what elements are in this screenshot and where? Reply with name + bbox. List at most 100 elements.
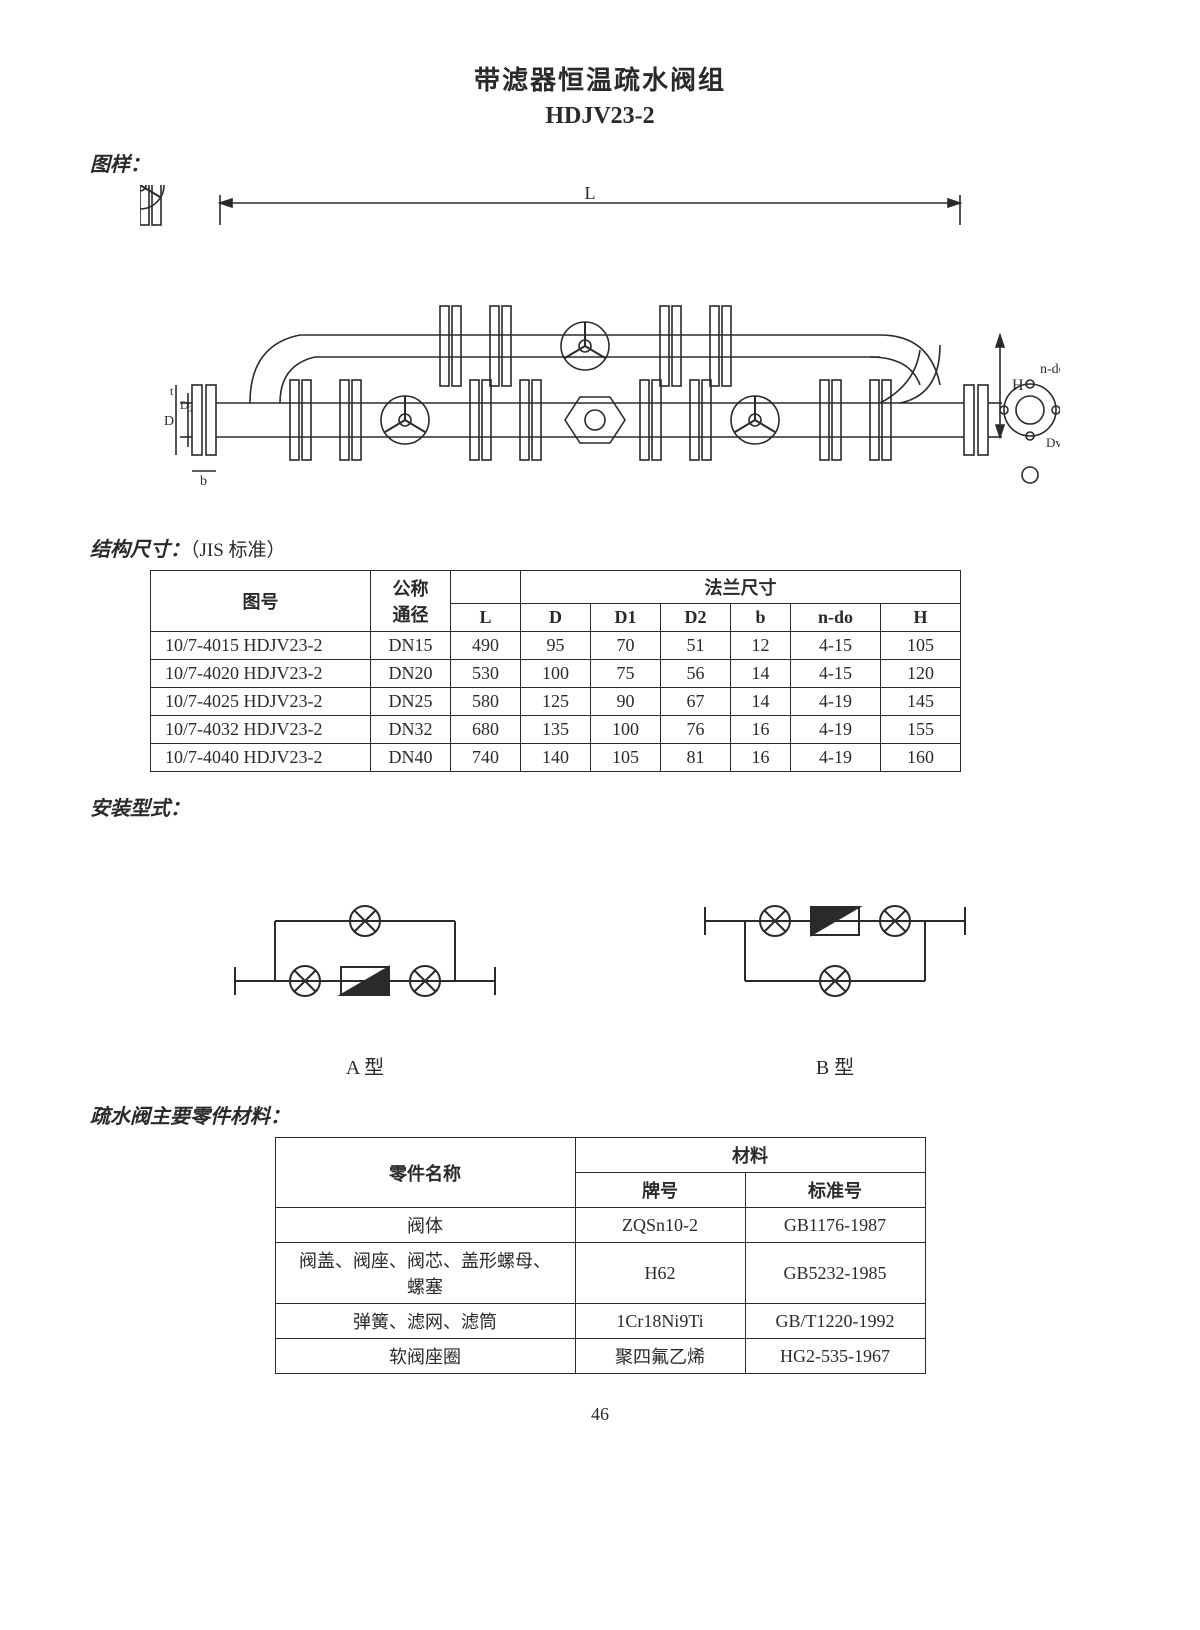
th-D: D (521, 604, 591, 632)
cell-H: 120 (881, 660, 961, 688)
cell-b: 14 (731, 660, 791, 688)
dims-note: （JIS 标准） (190, 540, 286, 561)
table-row: 10/7-4015 HDJV23-2DN15490957051124-15105 (151, 632, 961, 660)
table-row: 阀盖、阀座、阀芯、盖形螺母、螺塞H62GB5232-1985 (275, 1243, 925, 1304)
cell-D2: 81 (661, 744, 731, 772)
cell-nom: DN25 (371, 688, 451, 716)
cell-D2: 76 (661, 716, 731, 744)
cell-H: 155 (881, 716, 961, 744)
cell-nom: DN15 (371, 632, 451, 660)
cell-part: 弹簧、滤网、滤筒 (275, 1304, 575, 1339)
cell-D1: 100 (591, 716, 661, 744)
install-a-label: A 型 (215, 1051, 515, 1080)
mth-std: 标准号 (745, 1173, 925, 1208)
cell-D1: 70 (591, 632, 661, 660)
th-L: L (451, 604, 521, 632)
cell-fig: 10/7-4025 HDJV23-2 (151, 688, 371, 716)
cell-D: 135 (521, 716, 591, 744)
title-main: 带滤器恒温疏水阀组 (90, 60, 1110, 97)
cell-L: 490 (451, 632, 521, 660)
cell-L: 530 (451, 660, 521, 688)
cell-b: 16 (731, 744, 791, 772)
title-sub: HDJV23-2 (90, 103, 1110, 130)
cell-grade: 聚四氟乙烯 (575, 1339, 745, 1374)
cell-D: 100 (521, 660, 591, 688)
th-nominal: 公称 通径 (371, 571, 451, 632)
cell-D2: 67 (661, 688, 731, 716)
section-materials-label: 疏水阀主要零件材料： (90, 1100, 1110, 1129)
th-ndo: n-do (791, 604, 881, 632)
dimensions-table: 图号 公称 通径 法兰尺寸 L D D1 D2 b n-do H 10/7-40… (150, 570, 961, 772)
install-b-label: B 型 (685, 1051, 985, 1080)
svg-text:D₂: D₂ (180, 398, 193, 412)
cell-b: 16 (731, 716, 791, 744)
th-D2: D2 (661, 604, 731, 632)
page-number: 46 (90, 1404, 1110, 1425)
cell-ndo: 4-15 (791, 660, 881, 688)
table-row: 软阀座圈聚四氟乙烯HG2-535-1967 (275, 1339, 925, 1374)
install-diagrams: A 型 B 型 (130, 881, 1070, 1080)
cell-L: 580 (451, 688, 521, 716)
cell-fig: 10/7-4015 HDJV23-2 (151, 632, 371, 660)
cell-H: 105 (881, 632, 961, 660)
table-row: 10/7-4032 HDJV23-2DN3268013510076164-191… (151, 716, 961, 744)
cell-fig: 10/7-4020 HDJV23-2 (151, 660, 371, 688)
section-install-label: 安装型式： (90, 792, 1110, 821)
cell-std: GB5232-1985 (745, 1243, 925, 1304)
table-row: 弹簧、滤网、滤筒1Cr18Ni9TiGB/T1220-1992 (275, 1304, 925, 1339)
cell-nom: DN20 (371, 660, 451, 688)
cell-std: GB1176-1987 (745, 1208, 925, 1243)
svg-text:b: b (200, 474, 207, 489)
section-dims-label: 结构尺寸：（JIS 标准） (90, 533, 1110, 562)
cell-D2: 51 (661, 632, 731, 660)
cell-part: 阀体 (275, 1208, 575, 1243)
table-row: 10/7-4020 HDJV23-2DN205301007556144-1512… (151, 660, 961, 688)
materials-table: 零件名称 材料 牌号 标准号 阀体ZQSn10-2GB1176-1987阀盖、阀… (275, 1137, 926, 1374)
th-flange: 法兰尺寸 (521, 571, 961, 604)
mth-grade: 牌号 (575, 1173, 745, 1208)
cell-D1: 105 (591, 744, 661, 772)
cell-fig: 10/7-4032 HDJV23-2 (151, 716, 371, 744)
cell-grade: ZQSn10-2 (575, 1208, 745, 1243)
section-figure-label: 图样： (90, 148, 1110, 177)
install-type-b: B 型 (685, 881, 985, 1080)
install-type-a: A 型 (215, 881, 515, 1080)
cell-ndo: 4-19 (791, 688, 881, 716)
th-D1: D1 (591, 604, 661, 632)
svg-text:Dv: Dv (1046, 435, 1060, 450)
table-row: 10/7-4025 HDJV23-2DN255801259067144-1914… (151, 688, 961, 716)
cell-grade: 1Cr18Ni9Ti (575, 1304, 745, 1339)
main-diagram: L (130, 185, 1070, 515)
svg-text:L: L (585, 185, 596, 203)
cell-H: 145 (881, 688, 961, 716)
cell-nom: DN40 (371, 744, 451, 772)
cell-std: HG2-535-1967 (745, 1339, 925, 1374)
cell-D2: 56 (661, 660, 731, 688)
cell-grade: H62 (575, 1243, 745, 1304)
cell-fig: 10/7-4040 HDJV23-2 (151, 744, 371, 772)
cell-part: 阀盖、阀座、阀芯、盖形螺母、螺塞 (275, 1243, 575, 1304)
cell-b: 14 (731, 688, 791, 716)
cell-D1: 90 (591, 688, 661, 716)
cell-D1: 75 (591, 660, 661, 688)
cell-part: 软阀座圈 (275, 1339, 575, 1374)
cell-D: 140 (521, 744, 591, 772)
cell-std: GB/T1220-1992 (745, 1304, 925, 1339)
th-H: H (881, 604, 961, 632)
svg-text:n-do: n-do (1040, 362, 1060, 377)
mth-part: 零件名称 (275, 1138, 575, 1208)
cell-ndo: 4-19 (791, 716, 881, 744)
title-block: 带滤器恒温疏水阀组 HDJV23-2 (90, 60, 1110, 130)
cell-b: 12 (731, 632, 791, 660)
svg-text:H: H (1012, 377, 1024, 394)
svg-text:t: t (170, 384, 174, 398)
th-figno: 图号 (151, 571, 371, 632)
cell-ndo: 4-19 (791, 744, 881, 772)
table-row: 阀体ZQSn10-2GB1176-1987 (275, 1208, 925, 1243)
svg-text:D: D (164, 414, 174, 429)
mth-mat: 材料 (575, 1138, 925, 1173)
th-b: b (731, 604, 791, 632)
cell-H: 160 (881, 744, 961, 772)
cell-L: 680 (451, 716, 521, 744)
cell-D: 95 (521, 632, 591, 660)
